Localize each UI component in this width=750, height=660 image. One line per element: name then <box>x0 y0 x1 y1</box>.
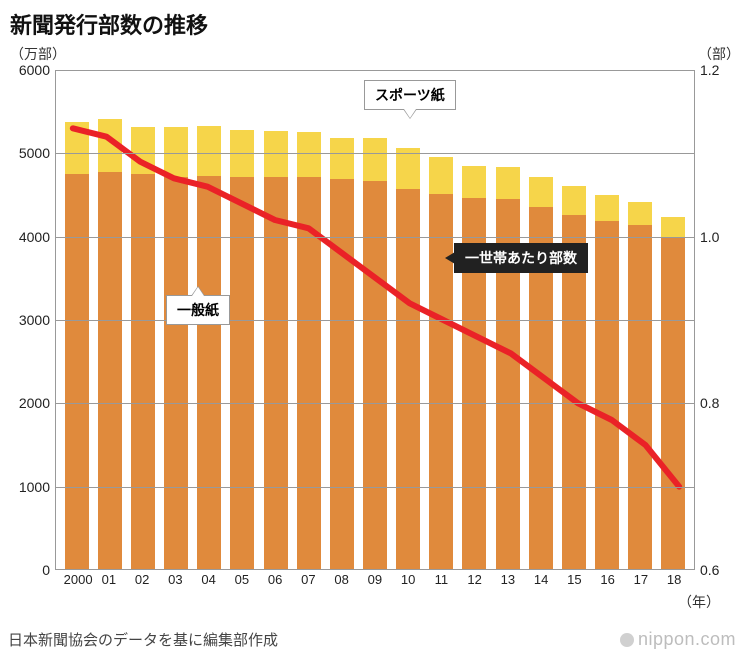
bar-sports <box>462 166 486 199</box>
x-tick: 02 <box>130 572 154 587</box>
bar-general <box>363 181 387 569</box>
bar-group <box>98 119 122 569</box>
bar-group <box>462 166 486 569</box>
bar-sports <box>330 138 354 179</box>
x-tick: 07 <box>296 572 320 587</box>
bar-general <box>65 174 89 569</box>
x-axis-unit: （年） <box>678 592 720 612</box>
bar-group <box>230 130 254 569</box>
grid-line <box>56 153 694 154</box>
x-tick: 13 <box>496 572 520 587</box>
x-tick: 12 <box>463 572 487 587</box>
x-tick: 03 <box>163 572 187 587</box>
callout-sports: スポーツ紙 <box>364 80 456 110</box>
logo: nippon.com <box>620 629 736 650</box>
bar-sports <box>131 127 155 175</box>
callout-general: 一般紙 <box>166 295 230 325</box>
bar-sports <box>595 195 619 221</box>
bar-group <box>65 122 89 570</box>
bar-group <box>131 127 155 570</box>
grid-line <box>56 70 694 71</box>
bar-sports <box>363 138 387 181</box>
bar-general <box>429 194 453 569</box>
bar-group <box>164 127 188 569</box>
x-axis-labels: 2000 01 02 03 04 05 06 07 08 09 10 11 12 13 14 15 16 17 18 <box>55 572 695 587</box>
x-tick: 01 <box>97 572 121 587</box>
bar-group <box>330 138 354 569</box>
bar-group <box>595 195 619 569</box>
y-right-tick: 1.2 <box>700 62 719 78</box>
x-tick: 17 <box>629 572 653 587</box>
bar-sports <box>496 167 520 199</box>
grid-line <box>56 237 694 238</box>
x-tick: 06 <box>263 572 287 587</box>
left-axis-unit: （万部） <box>10 44 66 64</box>
plot-area: 01000200030004000500060000.60.81.01.2スポー… <box>55 70 695 570</box>
y-right-tick: 0.8 <box>700 395 719 411</box>
bar-sports <box>297 132 321 177</box>
x-tick: 16 <box>596 572 620 587</box>
source-text: 日本新聞協会のデータを基に編集部作成 <box>8 629 278 650</box>
y-left-tick: 0 <box>42 562 50 578</box>
y-left-tick: 5000 <box>19 145 50 161</box>
bar-group <box>197 126 221 569</box>
x-tick: 04 <box>197 572 221 587</box>
x-tick: 14 <box>529 572 553 587</box>
x-tick: 11 <box>429 572 453 587</box>
y-left-tick: 3000 <box>19 312 50 328</box>
bar-group <box>264 131 288 569</box>
bar-sports <box>197 126 221 176</box>
bar-sports <box>628 202 652 225</box>
logo-dot-icon <box>620 633 634 647</box>
y-left-tick: 1000 <box>19 479 50 495</box>
bar-general <box>264 177 288 570</box>
bar-group <box>628 202 652 569</box>
y-left-tick: 2000 <box>19 395 50 411</box>
bar-sports <box>429 157 453 195</box>
grid-line <box>56 487 694 488</box>
y-right-tick: 0.6 <box>700 562 719 578</box>
bar-general <box>595 221 619 569</box>
y-left-tick: 6000 <box>19 62 50 78</box>
bar-general <box>98 172 122 570</box>
bar-general <box>396 189 420 569</box>
bar-sports <box>562 186 586 215</box>
y-right-tick: 1.0 <box>700 229 719 245</box>
bar-sports <box>98 119 122 172</box>
right-axis-unit: （部） <box>698 44 740 64</box>
x-tick: 09 <box>363 572 387 587</box>
bar-sports <box>529 177 553 208</box>
x-tick: 2000 <box>64 572 88 587</box>
bar-general <box>628 225 652 569</box>
bar-group <box>363 138 387 569</box>
bar-general <box>197 176 221 569</box>
bar-group <box>496 167 520 569</box>
x-tick: 05 <box>230 572 254 587</box>
callout-perhouse: 一世帯あたり部数 <box>454 243 588 273</box>
bar-group <box>429 157 453 570</box>
chart-title: 新聞発行部数の推移 <box>10 8 208 40</box>
x-tick: 18 <box>662 572 686 587</box>
x-tick: 15 <box>562 572 586 587</box>
y-left-tick: 4000 <box>19 229 50 245</box>
x-tick: 08 <box>330 572 354 587</box>
grid-line <box>56 403 694 404</box>
bar-group <box>396 148 420 569</box>
bar-group <box>529 177 553 569</box>
grid-line <box>56 320 694 321</box>
logo-text: nippon.com <box>638 629 736 650</box>
bar-group <box>661 217 685 570</box>
bar-sports <box>661 217 685 237</box>
bar-group <box>297 132 321 569</box>
bar-general <box>131 174 155 569</box>
x-tick: 10 <box>396 572 420 587</box>
bar-sports <box>65 122 89 175</box>
